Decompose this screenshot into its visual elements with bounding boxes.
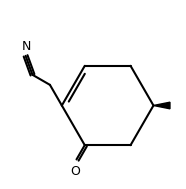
Polygon shape: [153, 102, 170, 109]
Text: N: N: [22, 40, 31, 53]
Text: O: O: [71, 165, 81, 178]
